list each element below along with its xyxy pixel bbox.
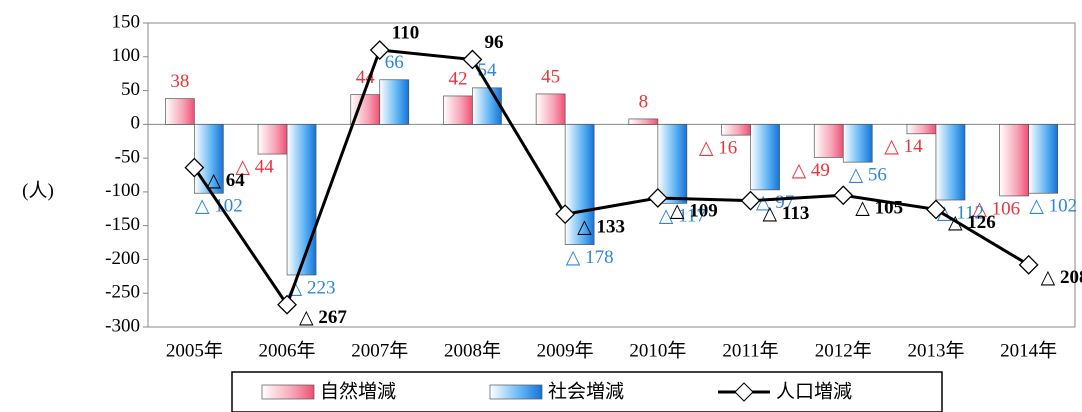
x-tick-label: 2008年: [444, 339, 501, 361]
bar: [657, 123, 688, 204]
data-label: 8: [639, 91, 649, 112]
x-tick-label: 2009年: [537, 339, 594, 361]
marker: [184, 157, 205, 178]
y-tick-label: 0: [131, 113, 141, 134]
data-label: △ 16: [699, 138, 737, 159]
legend-label: 社会増減: [548, 380, 624, 402]
data-label: △ 208: [1041, 267, 1082, 288]
y-axis-label: (人): [22, 179, 54, 201]
data-label: △ 117: [659, 206, 706, 227]
marker: [647, 188, 668, 208]
data-label: △ 64: [206, 170, 245, 191]
data-label: △ 49: [792, 160, 830, 181]
bar: [935, 123, 966, 201]
bar: [286, 123, 317, 276]
data-label: 42: [448, 68, 467, 89]
legend: [231, 371, 943, 412]
x-tick-label: 2012年: [815, 339, 872, 361]
legend-swatch: [489, 384, 543, 400]
bar: [257, 123, 288, 155]
bar: [165, 98, 195, 125]
marker: [369, 40, 390, 60]
y-tick-label: 150: [112, 11, 141, 32]
bar: [906, 123, 937, 135]
y-tick-label: -300: [105, 315, 140, 336]
y-tick-label: -50: [115, 146, 140, 167]
bar: [999, 123, 1030, 197]
data-label: 96: [484, 32, 503, 53]
bar: [535, 93, 566, 125]
x-tick-label: 2010年: [629, 339, 686, 361]
data-label: △ 267: [299, 307, 347, 328]
marker: [740, 190, 761, 211]
x-tick-label: 2014年: [1000, 339, 1057, 361]
bar: [1028, 123, 1059, 194]
y-tick-label: -250: [105, 282, 140, 303]
legend-label: 自然増減: [320, 380, 396, 402]
data-label: 45: [541, 66, 560, 87]
marker: [462, 49, 483, 70]
y-tick-label: -200: [105, 248, 140, 269]
marker: [1018, 254, 1039, 275]
bar: [750, 123, 780, 191]
legend-swatch: [261, 384, 315, 400]
data-label: △ 133: [577, 217, 625, 238]
y-tick-label: 50: [121, 79, 140, 100]
data-label: △ 223: [288, 277, 336, 298]
data-label: △ 178: [566, 247, 614, 268]
marker: [926, 199, 946, 220]
x-tick-label: 2005年: [166, 339, 223, 361]
data-label: △ 126: [948, 212, 996, 233]
bar: [628, 118, 659, 125]
y-tick-label: -150: [105, 214, 140, 235]
legend-label: 人口増減: [776, 380, 852, 402]
bar: [721, 123, 751, 136]
plot-frame: [147, 22, 1076, 328]
bar: [842, 123, 873, 163]
legend-swatch: [734, 382, 754, 402]
data-label: △ 56: [849, 165, 887, 186]
data-label: 66: [385, 52, 404, 73]
bar: [379, 79, 410, 125]
marker: [833, 185, 854, 206]
data-label: △ 109: [670, 200, 718, 221]
x-tick-label: 2013年: [907, 339, 964, 361]
data-label: △ 102: [1029, 196, 1077, 217]
data-label: △ 14: [884, 136, 923, 157]
data-label: △ 105: [855, 198, 903, 219]
marker: [555, 204, 576, 225]
data-label: 38: [170, 71, 189, 92]
bar: [472, 87, 502, 125]
data-label: △ 113: [763, 203, 810, 224]
bar: [813, 123, 844, 158]
bar: [443, 95, 473, 125]
line: [193, 48, 1030, 308]
x-tick-label: 2011年: [722, 339, 778, 361]
x-tick-label: 2007年: [351, 339, 408, 361]
data-label: 110: [392, 22, 419, 43]
data-label: △ 106: [972, 198, 1020, 219]
bar: [564, 123, 595, 245]
y-tick-label: 100: [112, 45, 141, 66]
y-tick-label: -100: [105, 180, 140, 201]
data-label: △ 44: [235, 156, 274, 177]
marker: [277, 294, 297, 315]
x-tick-label: 2006年: [259, 339, 316, 361]
